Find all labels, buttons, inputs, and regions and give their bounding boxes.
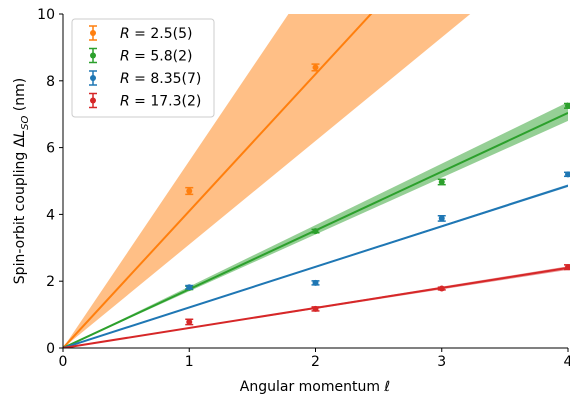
y-tick-label-4: 8 — [46, 74, 55, 90]
legend-label-symbol: R — [120, 71, 130, 87]
y-axis-label-sub: SO — [20, 116, 31, 130]
legend: R = 2.5(5)R = 5.8(2)R = 8.35(7)R = 17.3(… — [71, 18, 215, 118]
point-series-2-2 — [311, 228, 320, 235]
x-tick-label-1: 1 — [185, 354, 194, 370]
x-axis-label: Angular momentum ℓ — [240, 379, 390, 395]
point-series-3-2 — [311, 279, 320, 286]
legend-marker-dot — [90, 52, 96, 59]
data-points — [185, 63, 570, 326]
y-axis-label-unit: (nm) — [12, 78, 28, 116]
x-tick-label-2: 2 — [311, 354, 320, 370]
point-series-1-1 — [185, 186, 194, 196]
legend-label-value: = 5.8(2) — [130, 49, 193, 65]
legend-label-value: = 17.3(2) — [130, 94, 202, 110]
legend-label-symbol: R — [120, 26, 130, 42]
point-series-4-4 — [564, 264, 570, 271]
legend-entry-1: R = 2.5(5) — [89, 25, 192, 42]
legend-label: R = 2.5(5) — [120, 26, 192, 42]
band-series-1 — [63, 14, 471, 348]
point-series-4-1 — [185, 318, 194, 326]
point-series-3-1 — [185, 284, 194, 291]
legend-label-value: = 2.5(5) — [130, 26, 193, 42]
point-series-3-3 — [437, 214, 446, 222]
legend-entry-2: R = 5.8(2) — [89, 47, 192, 65]
legend-label: R = 8.35(7) — [120, 71, 201, 87]
legend-label-symbol: R — [120, 94, 130, 110]
legend-box — [71, 18, 215, 118]
y-tick-label-3: 6 — [46, 141, 55, 157]
point-series-4-3 — [437, 285, 446, 292]
ticks: 0 1 2 3 4 0 2 4 6 8 10 — [37, 7, 570, 370]
x-tick-label-0: 0 — [59, 354, 68, 370]
y-axis-label-main: Spin-orbit coupling Δ — [12, 137, 28, 284]
legend-marker-dot — [90, 97, 96, 104]
x-tick-label-3: 3 — [437, 354, 446, 370]
legend-entry-3: R = 8.35(7) — [89, 70, 201, 87]
legend-label: R = 17.3(2) — [120, 94, 201, 110]
y-tick-label-2: 4 — [46, 207, 55, 223]
legend-label-symbol: R — [120, 49, 130, 65]
legend-entry-4: R = 17.3(2) — [89, 92, 201, 110]
legend-marker-dot — [90, 30, 96, 36]
fit-line-series-1 — [63, 14, 373, 348]
y-tick-label-1: 2 — [46, 274, 55, 290]
point-series-2-4 — [564, 102, 570, 109]
point-series-1-2 — [311, 63, 320, 72]
y-tick-label-0: 0 — [46, 341, 55, 357]
point-series-3-4 — [564, 171, 570, 178]
y-tick-label-5: 10 — [37, 7, 55, 23]
legend-marker-dot — [90, 75, 96, 81]
legend-label-value: = 8.35(7) — [130, 71, 202, 87]
fit-line-series-3 — [63, 184, 568, 348]
legend-label: R = 5.8(2) — [120, 49, 192, 65]
x-tick-label-4: 4 — [564, 354, 570, 370]
point-series-4-2 — [311, 305, 320, 312]
y-axis-label-L: L — [12, 130, 28, 138]
point-series-2-3 — [437, 178, 446, 186]
y-axis-label: Spin-orbit coupling ΔLSO (nm) — [12, 78, 31, 284]
